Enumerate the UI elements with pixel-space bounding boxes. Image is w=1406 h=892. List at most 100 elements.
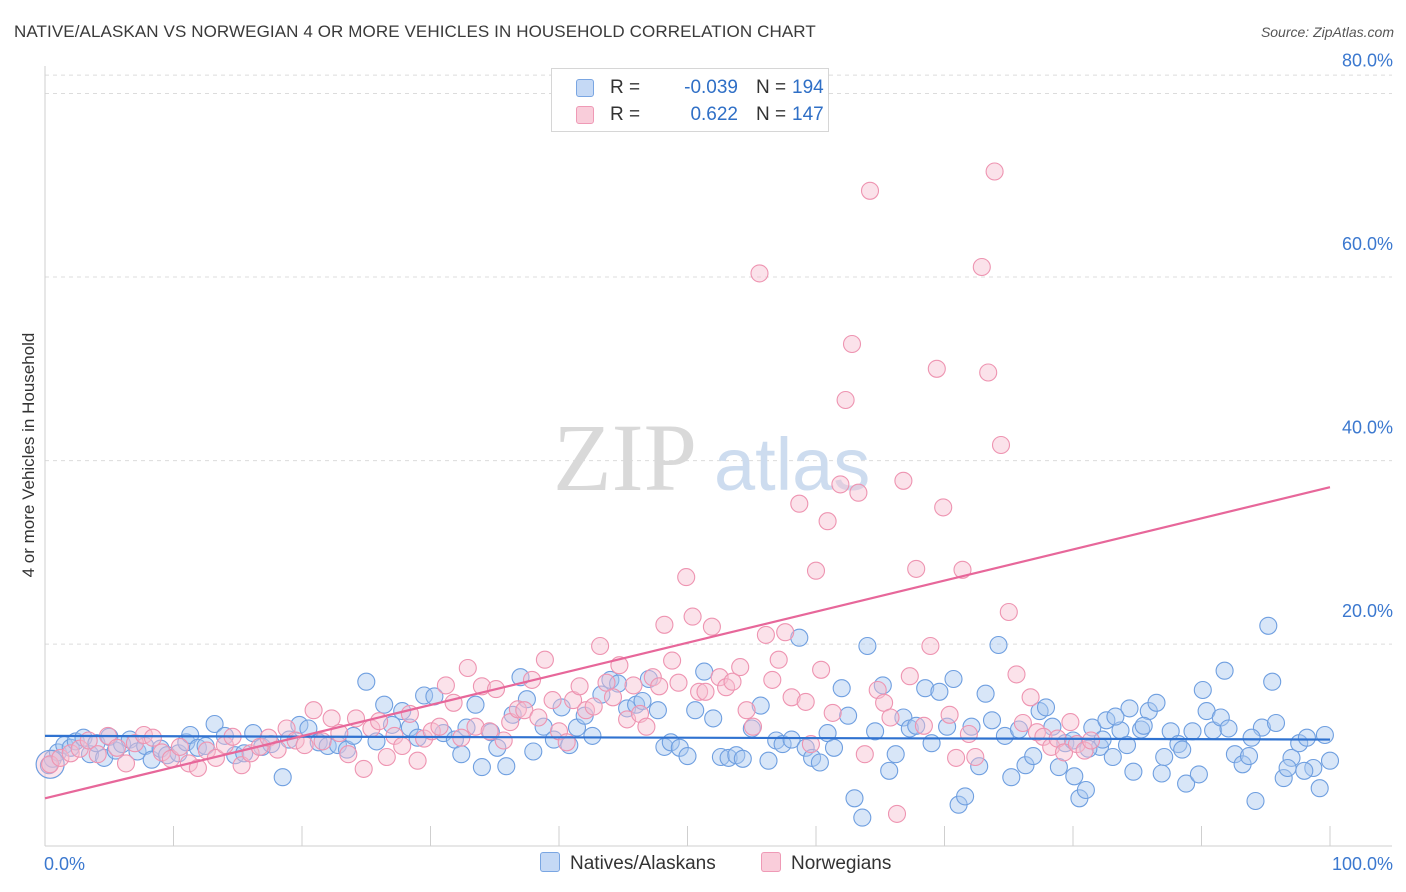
native-point: [853, 808, 872, 827]
native-point: [1147, 693, 1166, 712]
norwegian-point: [584, 697, 603, 716]
source-note: Source: ZipAtlas.com: [1260, 24, 1394, 40]
norwegian-point: [339, 745, 358, 764]
norwegian-point: [354, 759, 373, 778]
native-point: [930, 682, 949, 701]
norwegian-point: [1034, 727, 1053, 746]
norwegian-point: [823, 703, 842, 722]
norwegian-point: [41, 755, 60, 774]
norwegian-point: [763, 670, 782, 689]
chart-title: NATIVE/ALASKAN VS NORWEGIAN 4 OR MORE VE…: [14, 22, 816, 41]
native-point: [357, 672, 376, 691]
norwegian-point: [643, 668, 662, 687]
norwegian-point: [796, 692, 815, 711]
native-point: [866, 722, 885, 741]
native-point: [944, 669, 963, 689]
norwegian-point: [603, 688, 623, 707]
norwegian-point: [480, 722, 499, 741]
native-point: [1117, 736, 1137, 755]
native-point: [1124, 762, 1143, 781]
series-legend-label-natives: Natives/Alaskans: [570, 853, 716, 874]
norwegian-point: [570, 677, 589, 696]
native-point: [1036, 698, 1056, 717]
norwegian-point: [669, 673, 688, 692]
series-legend-label-norwegians: Norwegians: [791, 853, 892, 874]
trend-line-natives: [44, 734, 1331, 741]
norwegian-point: [61, 744, 80, 763]
native-point: [1320, 751, 1340, 770]
native-point: [711, 747, 730, 767]
native-point: [452, 745, 471, 764]
norwegian-point: [972, 257, 991, 277]
watermark: ZIP atlas: [553, 404, 870, 511]
native-point: [938, 717, 957, 736]
native-point: [1106, 707, 1125, 726]
y-tick-label: 80.0%: [1342, 51, 1393, 71]
norwegian-point: [881, 708, 900, 727]
norwegian-point: [466, 717, 485, 736]
norwegian-point: [637, 717, 656, 736]
native-point: [1219, 719, 1238, 738]
native-point: [907, 716, 926, 735]
native-point: [695, 662, 714, 681]
native-point: [1103, 747, 1122, 767]
norwegian-point: [776, 623, 795, 642]
native-point: [1083, 718, 1102, 737]
native-point: [839, 706, 858, 725]
native-point: [552, 698, 571, 717]
norwegian-point: [790, 494, 809, 513]
legend-r-value: 0.622: [690, 104, 738, 125]
native-point: [976, 684, 995, 703]
native-point: [773, 735, 792, 754]
native-point: [488, 738, 507, 757]
native-point: [1024, 747, 1043, 766]
y-tick-label: 20.0%: [1342, 601, 1393, 621]
norwegian-point: [756, 625, 775, 644]
native-point: [1193, 680, 1212, 700]
native-point: [1173, 740, 1192, 759]
native-point: [1076, 780, 1095, 800]
norwegian-point: [914, 716, 933, 735]
norwegian-point: [624, 676, 643, 695]
norwegian-point: [985, 162, 1004, 181]
native-point: [497, 757, 516, 776]
native-point: [1134, 716, 1153, 735]
series-legend-norwegians: Norwegians: [761, 852, 891, 875]
x-tick-label: 0.0%: [44, 854, 85, 874]
norwegian-point: [842, 334, 862, 354]
native-point: [1016, 756, 1035, 775]
norwegian-point: [88, 745, 107, 764]
norwegian-point: [818, 512, 837, 531]
norwegian-point: [947, 748, 966, 767]
norwegian-point: [143, 728, 162, 747]
norwegian-point: [959, 724, 978, 744]
native-point: [824, 738, 844, 757]
series-legend-natives: Natives/Alaskans: [540, 852, 716, 875]
native-point: [832, 679, 851, 698]
native-point: [733, 749, 752, 768]
norwegian-point: [812, 660, 831, 679]
norwegian-point: [731, 658, 750, 677]
norwegian-point: [508, 700, 527, 719]
native-point: [1282, 748, 1301, 767]
norwegian-point: [894, 471, 913, 490]
norwegian-point: [543, 691, 562, 710]
norwegian-point: [1027, 723, 1047, 742]
native-point: [1278, 758, 1297, 778]
x-tick-labels: 0.0% 100.0%: [44, 854, 1393, 874]
norwegian-point: [494, 731, 513, 750]
native-point: [1120, 699, 1139, 718]
norwegian-point: [855, 745, 874, 764]
norwegian-point: [116, 754, 136, 773]
norwegian-point: [979, 363, 998, 382]
native-point: [1183, 722, 1202, 741]
native-point: [1239, 747, 1259, 766]
norwegian-point: [1081, 731, 1101, 750]
norwegian-point: [650, 677, 669, 696]
native-point: [1215, 661, 1234, 680]
legend-r-label: R =: [610, 77, 641, 98]
norwegian-point: [152, 743, 171, 762]
norwegian-point: [683, 607, 702, 626]
norwegian-point: [535, 650, 554, 669]
